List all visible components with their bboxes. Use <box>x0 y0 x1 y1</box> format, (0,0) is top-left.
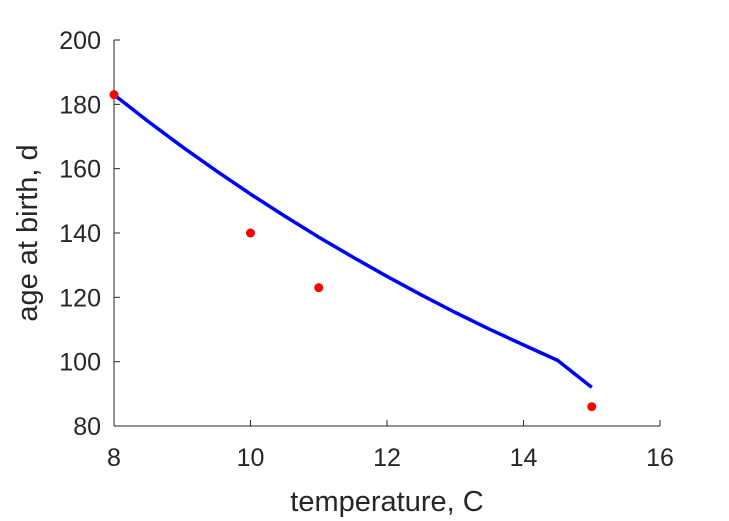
x-ticks: 8 10 12 14 16 <box>107 420 674 472</box>
y-tick-label: 80 <box>73 413 101 441</box>
y-tick-label: 100 <box>59 349 101 377</box>
x-tick-label: 14 <box>510 444 538 472</box>
data-point <box>587 402 597 412</box>
fit-curve-line <box>112 93 593 389</box>
y-tick-label: 120 <box>59 284 101 312</box>
data-point <box>246 228 255 238</box>
y-tick-label: 180 <box>59 91 101 119</box>
data-point <box>314 283 324 293</box>
y-tick-label: 200 <box>59 27 101 55</box>
x-tick-label: 10 <box>237 444 265 472</box>
x-tick-label: 16 <box>646 444 674 472</box>
y-tick-label: 160 <box>59 156 101 184</box>
x-tick-label: 12 <box>373 444 401 472</box>
y-tick-label: 140 <box>59 220 101 248</box>
y-axis-label: age at birth, d <box>12 144 44 321</box>
axes <box>113 40 660 427</box>
y-ticks: 80 100 120 140 160 180 200 <box>59 27 120 441</box>
x-tick-label: 8 <box>107 444 121 472</box>
data-point <box>109 90 119 100</box>
x-axis-label: temperature, C <box>290 486 483 518</box>
series-layer <box>109 90 597 412</box>
